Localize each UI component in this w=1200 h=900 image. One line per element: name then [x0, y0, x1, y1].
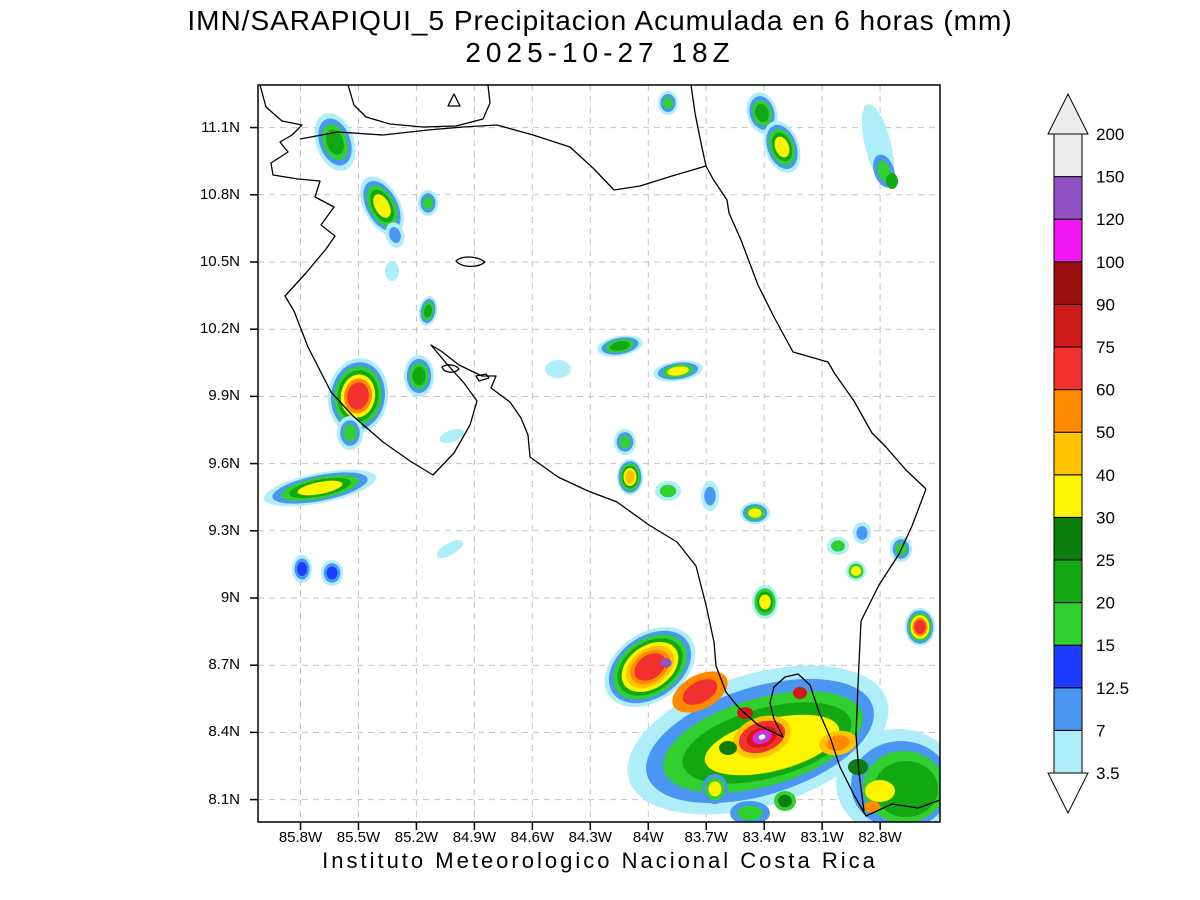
colorbar-label: 120: [1096, 210, 1124, 229]
y-tick-label: 8.7N: [208, 656, 240, 674]
y-tick-label: 11.1N: [201, 118, 240, 136]
colorbar-segment: [1053, 133, 1083, 178]
x-tick-label: 84W: [632, 829, 664, 846]
x-tick-label: 82.8W: [858, 829, 902, 846]
y-tick-label: 10.8N: [199, 185, 240, 203]
colorbar-arrow-top: [1047, 92, 1089, 135]
coastline: [259, 85, 940, 817]
colorbar-segment: [1053, 346, 1083, 391]
colorbar-label: 75: [1096, 338, 1115, 357]
colorbar-segment: [1053, 687, 1083, 731]
colorbar-label: 25: [1096, 551, 1115, 570]
axis-ticks: [250, 126, 881, 830]
x-tick-label: 83.7W: [684, 829, 728, 846]
colorbar-label: 50: [1096, 423, 1115, 442]
x-tick-label: 84.6W: [510, 829, 555, 846]
x-tick-label: 85.5W: [336, 829, 381, 846]
x-tick-label: 85.2W: [394, 829, 439, 846]
y-tick-label: 9.9N: [208, 387, 240, 405]
colorbar-label: 15: [1096, 636, 1115, 655]
colorbar-label: 40: [1096, 466, 1115, 485]
x-tick-label: 84.9W: [452, 829, 497, 846]
colorbar-segment: [1053, 729, 1083, 774]
colorbar-label: 20: [1096, 594, 1115, 613]
colorbar-label: 100: [1096, 253, 1124, 272]
colorbar-segment: [1053, 218, 1083, 263]
colorbar-segment: [1053, 176, 1083, 220]
colorbar-segment: [1053, 602, 1083, 646]
figure-title: IMN/SARAPIQUI_5 Precipitacion Acumulada …: [187, 5, 1013, 36]
x-tick-label: 84.3W: [568, 829, 612, 846]
colorbar-segment: [1053, 389, 1083, 433]
map-plot: 11.1N 10.8N 10.5N 10.2N 9.9N 9.6N 9.3N 9N 8.7N 8.…: [200, 75, 950, 846]
x-tick-label: 85.8W: [278, 829, 323, 846]
colorbar-label: 90: [1096, 295, 1115, 314]
figure-subtitle: 2025-10-27 18Z: [465, 37, 735, 68]
y-tick-label: 8.1N: [208, 790, 240, 808]
colorbar-segment: [1053, 516, 1083, 561]
figure-footer: Instituto Meteorologico Nacional Costa R…: [322, 848, 878, 873]
colorbar-label: 200: [1096, 125, 1124, 144]
y-tick-label: 10.2N: [199, 320, 240, 338]
colorbar-label: 7: [1096, 721, 1105, 740]
x-tick-label: 83.4W: [742, 829, 786, 846]
colorbar-segment: [1053, 431, 1083, 476]
colorbar-label: 3.5: [1096, 764, 1120, 783]
colorbar-label: 60: [1096, 381, 1115, 400]
y-tick-label: 9N: [220, 588, 240, 606]
x-tick-label: 83.1W: [800, 829, 844, 846]
precipitation-cells: [263, 91, 940, 822]
colorbar: 200 150 120 100 90 75 60 50 40 30 25 20 15 12.5 7 3.5: [1047, 92, 1129, 815]
y-tick-label: 9.6N: [208, 454, 240, 472]
colorbar-label: 12.5: [1096, 679, 1129, 698]
y-tick-label: 9.3N: [208, 521, 240, 539]
colorbar-segment: [1053, 559, 1083, 604]
colorbar-label: 150: [1096, 168, 1124, 187]
colorbar-segment: [1053, 261, 1083, 305]
colorbar-segment: [1053, 644, 1083, 689]
plot-content: [258, 85, 940, 822]
colorbar-label: 30: [1096, 508, 1115, 527]
y-tick-label: 10.5N: [199, 252, 240, 270]
y-tick-label: 8.4N: [208, 723, 240, 741]
plot-frame: [257, 84, 941, 823]
colorbar-segment: [1053, 303, 1083, 348]
colorbar-segment: [1053, 474, 1083, 518]
map-canvas: [250, 84, 941, 830]
colorbar-arrow-bottom: [1047, 772, 1089, 815]
